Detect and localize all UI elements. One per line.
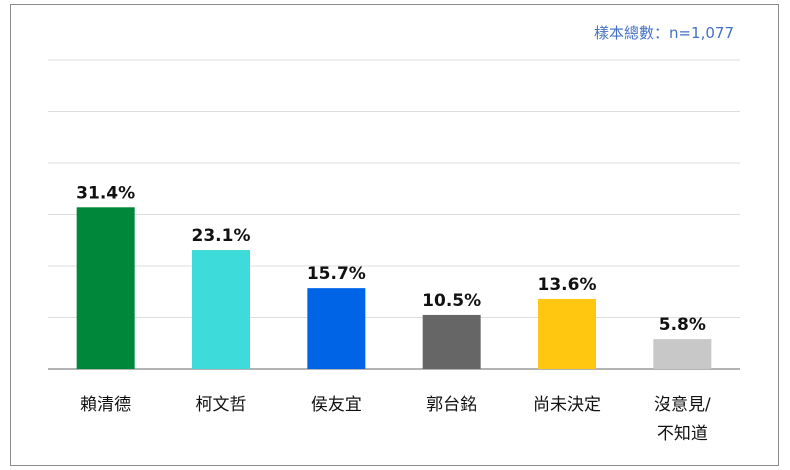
category-label-0: 賴清德 — [80, 395, 131, 415]
category-label-5-line-0: 沒意見/ — [654, 395, 711, 415]
bar-0 — [76, 207, 135, 369]
sample-size-note: 樣本總數：n=1,077 — [594, 24, 734, 42]
value-label-1: 23.1% — [192, 226, 251, 246]
category-labels: 賴清德 柯文哲 侯友宜 郭台銘 尚未決定 沒意見/不知道 — [80, 395, 711, 444]
value-label-3: 10.5% — [422, 291, 481, 311]
category-label-3: 郭台銘 — [426, 395, 477, 415]
bar-2 — [307, 288, 366, 369]
category-label-2: 侯友宜 — [311, 395, 362, 415]
chart-frame — [10, 4, 779, 466]
value-label-0: 31.4% — [76, 183, 135, 203]
bar-5 — [653, 339, 712, 369]
value-label-2: 15.7% — [307, 264, 366, 284]
value-label-5: 5.8% — [659, 315, 706, 335]
bar-3 — [422, 314, 481, 369]
bar-4 — [538, 298, 596, 369]
category-label-5-line-1: 不知道 — [657, 424, 708, 444]
bars — [76, 207, 712, 369]
bar-1 — [192, 250, 250, 369]
value-label-4: 13.6% — [538, 275, 597, 295]
gridlines — [48, 59, 740, 370]
category-label-1: 柯文哲 — [196, 395, 247, 415]
value-labels: 31.4% 23.1% 15.7% 10.5% 13.6% 5.8% — [76, 183, 706, 335]
category-label-4: 尚未決定 — [533, 395, 601, 415]
